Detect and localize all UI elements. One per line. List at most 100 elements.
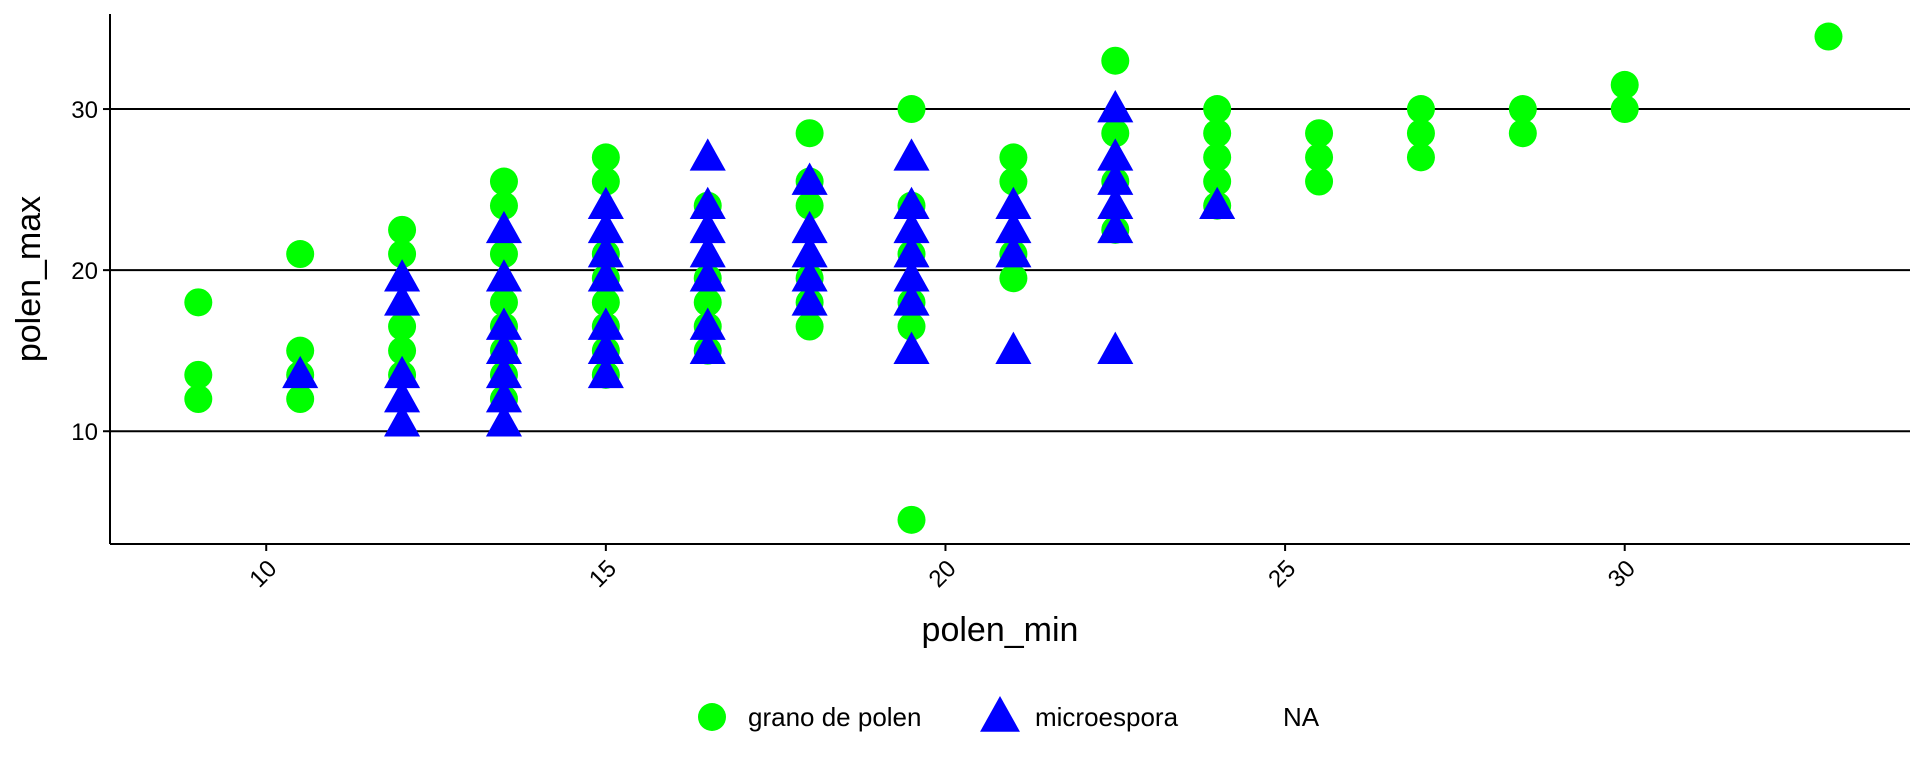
point-grano-de-polen xyxy=(184,385,213,414)
point-microespora xyxy=(995,235,1032,268)
point-grano-de-polen xyxy=(388,240,417,269)
point-grano-de-polen xyxy=(489,167,518,196)
point-microespora xyxy=(384,283,421,316)
y-tick-label: 30 xyxy=(71,97,98,124)
point-grano-de-polen xyxy=(489,288,518,317)
point-grano-de-polen xyxy=(1203,119,1232,148)
point-microespora xyxy=(791,259,828,292)
point-grano-de-polen xyxy=(489,191,518,220)
point-microespora xyxy=(1097,90,1134,123)
x-tick-label: 15 xyxy=(584,555,622,593)
point-microespora xyxy=(1097,331,1134,364)
y-ticks: 10 20 30 xyxy=(71,97,110,446)
point-grano-de-polen xyxy=(999,143,1028,172)
x-ticks: 10 15 20 25 30 xyxy=(244,544,1641,593)
point-microespora xyxy=(995,186,1032,220)
axes xyxy=(109,14,1910,545)
point-microespora xyxy=(995,210,1032,244)
point-grano-de-polen xyxy=(388,312,417,341)
point-grano-de-polen xyxy=(184,360,213,389)
point-grano-de-polen xyxy=(388,215,417,244)
legend-label: grano de polen xyxy=(748,702,921,732)
point-microespora xyxy=(384,380,421,413)
point-microespora xyxy=(791,283,828,316)
point-grano-de-polen xyxy=(693,288,722,317)
point-microespora xyxy=(791,210,828,244)
point-grano-de-polen xyxy=(795,312,824,341)
point-grano-de-polen xyxy=(1508,95,1537,124)
point-microespora xyxy=(1097,210,1134,244)
legend: grano de polen microespora NA xyxy=(698,696,1320,732)
point-microespora xyxy=(485,307,523,340)
point-grano-de-polen xyxy=(897,312,926,341)
point-microespora xyxy=(485,331,523,364)
point-grano-de-polen xyxy=(897,95,926,124)
point-grano-de-polen xyxy=(1305,167,1334,196)
y-axis-title: polen_max xyxy=(10,196,48,362)
point-grano-de-polen xyxy=(795,119,824,148)
legend-key-circle xyxy=(698,703,726,731)
point-microespora xyxy=(689,259,726,292)
point-grano-de-polen xyxy=(286,385,315,414)
x-axis-title: polen_min xyxy=(922,611,1079,649)
point-microespora xyxy=(689,307,726,340)
point-grano-de-polen xyxy=(1406,143,1435,172)
data-points xyxy=(184,22,1843,534)
point-microespora xyxy=(893,138,930,171)
point-microespora xyxy=(689,235,726,268)
y-tick-label: 20 xyxy=(71,258,98,285)
point-grano-de-polen xyxy=(591,143,620,172)
point-microespora xyxy=(893,259,930,292)
point-microespora xyxy=(689,210,726,244)
point-microespora xyxy=(485,355,523,389)
point-microespora xyxy=(384,259,421,292)
point-grano-de-polen xyxy=(1508,119,1537,148)
point-microespora xyxy=(689,331,726,364)
point-grano-de-polen xyxy=(795,191,824,220)
point-grano-de-polen xyxy=(184,288,213,317)
point-grano-de-polen xyxy=(1406,119,1435,148)
point-microespora xyxy=(485,404,523,437)
point-grano-de-polen xyxy=(286,240,315,269)
point-microespora xyxy=(995,331,1032,364)
point-grano-de-polen xyxy=(591,167,620,196)
x-tick-label: 20 xyxy=(924,555,962,593)
point-microespora xyxy=(893,283,930,316)
point-grano-de-polen xyxy=(1305,143,1334,172)
point-grano-de-polen xyxy=(286,336,315,365)
point-microespora xyxy=(587,259,624,292)
point-grano-de-polen xyxy=(388,336,417,365)
point-grano-de-polen xyxy=(1610,95,1639,124)
point-microespora xyxy=(587,186,624,220)
point-microespora xyxy=(384,355,421,389)
point-grano-de-polen xyxy=(897,505,926,534)
legend-key-triangle xyxy=(980,696,1020,732)
point-grano-de-polen xyxy=(1814,22,1843,51)
point-microespora xyxy=(689,186,726,220)
point-grano-de-polen xyxy=(999,264,1028,293)
point-microespora xyxy=(893,186,930,220)
point-microespora xyxy=(1199,186,1236,220)
point-grano-de-polen xyxy=(1406,95,1435,124)
point-microespora xyxy=(485,259,523,292)
point-microespora xyxy=(893,235,930,268)
legend-label: NA xyxy=(1283,702,1320,732)
x-tick-label: 30 xyxy=(1603,555,1641,593)
point-microespora xyxy=(1097,186,1134,220)
point-microespora xyxy=(384,404,421,437)
point-grano-de-polen xyxy=(1101,119,1130,148)
point-microespora xyxy=(587,235,624,268)
point-grano-de-polen xyxy=(591,288,620,317)
point-grano-de-polen xyxy=(1305,119,1334,148)
point-grano-de-polen xyxy=(1610,70,1639,99)
point-grano-de-polen xyxy=(999,167,1028,196)
point-microespora xyxy=(587,355,624,389)
point-microespora xyxy=(587,210,624,244)
point-microespora xyxy=(1097,138,1134,171)
point-microespora xyxy=(587,307,624,340)
x-tick-label: 10 xyxy=(244,555,282,593)
point-microespora xyxy=(282,355,319,389)
point-microespora xyxy=(791,235,828,268)
y-tick-label: 10 xyxy=(71,419,98,446)
